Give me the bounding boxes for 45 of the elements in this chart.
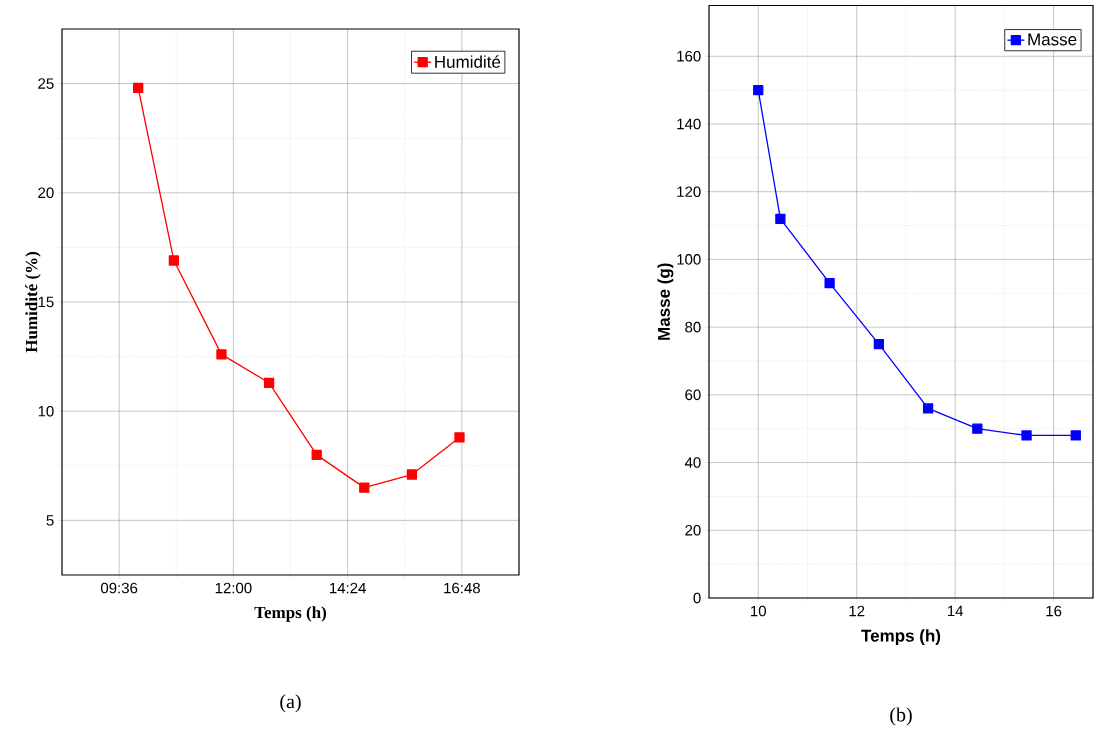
x-tick-label: 16 [1046,605,1062,617]
y-tick-label: 100 [677,254,701,265]
y-tick-label: 80 [685,321,701,333]
point [775,213,786,224]
y-tick-label: 15 [38,296,54,308]
x-tick-label: 09:36 [100,582,138,594]
point [873,338,884,350]
point [406,469,418,480]
legend-label: Humidité [435,55,501,68]
point [753,84,764,96]
y-axis-title: Masse (g) [657,263,674,340]
point [133,82,144,94]
point [1021,430,1032,441]
y-tick-label: 40 [684,457,701,468]
y-tick-label: 0 [693,592,701,604]
point [359,482,370,493]
y-tick-label: 160 [677,50,701,62]
x-tick-label: 12 [849,605,865,617]
point [311,449,322,461]
point [454,432,465,443]
text: (a) [280,694,301,713]
point [922,403,934,414]
y-tick-label: 20 [685,524,701,536]
point [1070,430,1081,441]
y-tick-label: 140 [677,118,701,130]
x-tick-label: 10 [751,605,766,617]
y-tick-label: 60 [685,389,701,401]
y-tick-label: 20 [38,187,54,199]
text: (b) [890,707,912,726]
x-tick-label: 12:00 [215,582,252,594]
x-axis-title: Temps (h) [861,629,941,646]
y-tick-label: 25 [38,78,54,89]
x-tick-label: 16:48 [444,582,480,594]
x-tick-label: 14:24 [330,582,366,594]
point [972,423,983,434]
point [216,349,227,360]
y-tick-label: 10 [38,405,54,417]
point [168,255,180,266]
x-axis-title: Temps (h) [254,606,327,622]
point [824,277,835,289]
legend-label: Masse [1028,33,1077,46]
x-tick-label: 14 [947,605,964,617]
y-tick-label: 120 [677,186,701,197]
y-tick-label: 5 [46,515,54,526]
point [263,377,275,388]
